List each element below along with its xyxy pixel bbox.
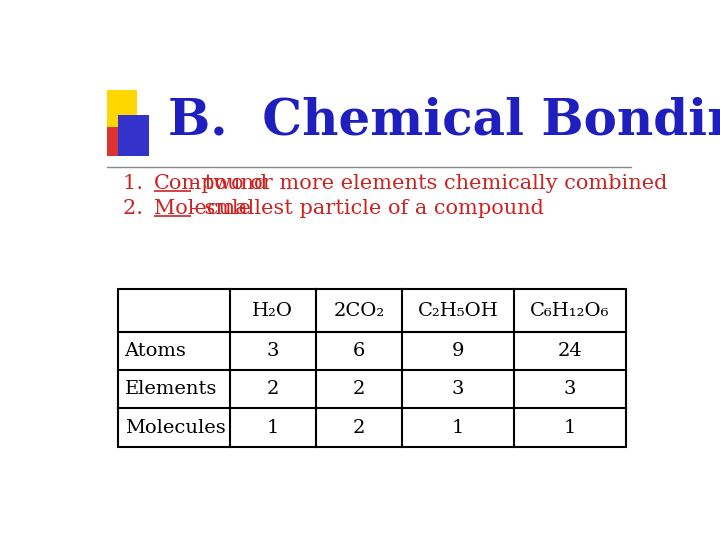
Text: 2: 2 bbox=[353, 418, 365, 436]
Text: 9: 9 bbox=[452, 342, 464, 360]
Text: Molecules: Molecules bbox=[125, 418, 225, 436]
Text: 1: 1 bbox=[564, 418, 576, 436]
Text: - two or more elements chemically combined: - two or more elements chemically combin… bbox=[192, 174, 667, 193]
Text: 1: 1 bbox=[266, 418, 279, 436]
Text: 24: 24 bbox=[557, 342, 582, 360]
Text: 3: 3 bbox=[266, 342, 279, 360]
Bar bbox=[118, 289, 626, 447]
Text: 1.: 1. bbox=[124, 174, 157, 193]
Text: 2CO₂: 2CO₂ bbox=[333, 302, 384, 320]
Text: Elements: Elements bbox=[125, 380, 217, 398]
Text: 3: 3 bbox=[452, 380, 464, 398]
Text: 1: 1 bbox=[452, 418, 464, 436]
Text: 6: 6 bbox=[353, 342, 365, 360]
Text: H₂O: H₂O bbox=[252, 302, 293, 320]
Text: 3: 3 bbox=[564, 380, 576, 398]
Text: B.  Chemical Bonding: B. Chemical Bonding bbox=[168, 96, 720, 146]
Text: 2: 2 bbox=[353, 380, 365, 398]
FancyBboxPatch shape bbox=[118, 114, 148, 156]
FancyBboxPatch shape bbox=[107, 127, 126, 156]
Text: Atoms: Atoms bbox=[125, 342, 186, 360]
Text: C₂H₅OH: C₂H₅OH bbox=[418, 302, 498, 320]
Text: - smallest particle of a compound: - smallest particle of a compound bbox=[192, 199, 544, 218]
Text: Molecule: Molecule bbox=[154, 199, 251, 218]
Text: Compound: Compound bbox=[154, 174, 269, 193]
FancyBboxPatch shape bbox=[107, 90, 138, 131]
Text: 2.: 2. bbox=[124, 199, 157, 218]
Text: 2: 2 bbox=[266, 380, 279, 398]
Text: C₆H₁₂O₆: C₆H₁₂O₆ bbox=[530, 302, 610, 320]
